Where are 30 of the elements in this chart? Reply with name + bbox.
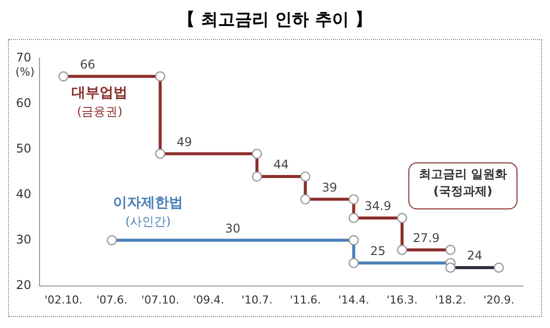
annotation: 27.9 [412,230,440,245]
annotation: 최고금리 일원화 (국정과제) [418,167,508,198]
annotation: 34.9 [364,199,392,214]
chart-title: 【 최고금리 인하 추이 】 [177,9,373,31]
y-tick-label: 30 [16,232,32,246]
annotation: 24 [466,248,482,263]
x-tick-label: '07.10. [141,293,180,306]
x-tick-label: '11.6. [290,293,321,306]
x-tick-label: '07.6. [96,293,128,306]
x-tick-label: '09.4. [193,293,224,306]
x-tick-label: '10.7. [241,293,272,306]
x-tick-label: '20.9. [483,293,514,306]
annotation: 30 [225,221,240,236]
y-axis-title: (%) [15,66,35,79]
x-tick-label: '02.10. [44,293,82,306]
annotation: 39 [322,180,338,194]
y-tick-label: 20 [16,278,32,292]
y-tick-label: 40 [16,186,32,201]
annotation: 49 [176,134,192,149]
y-tick-label: 70 [16,50,32,64]
annotation: 66 [80,58,96,72]
x-tick-label: '14.4. [338,293,370,306]
y-tick-label: 60 [16,96,32,110]
x-tick-label: '18.2. [434,293,466,306]
series-label: 대부업법 (금융권) [72,85,128,119]
series-label: 이자제한법 (사인간) [113,194,184,228]
annotation: 25 [370,244,386,258]
x-tick-label: '16.3. [386,293,418,306]
annotation: 44 [273,158,289,172]
y-tick-label: 50 [16,141,32,156]
